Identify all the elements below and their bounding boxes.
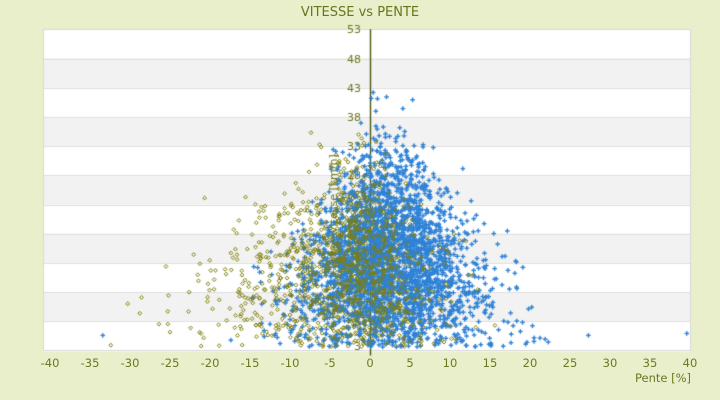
x-tick-label: 5 (406, 356, 414, 370)
x-tick-label: 10 (442, 356, 458, 370)
x-tick-label: -15 (240, 356, 260, 370)
x-tick-label: -30 (120, 356, 140, 370)
x-tick-label: 35 (642, 356, 658, 370)
x-tick-label: -20 (200, 356, 220, 370)
x-tick-label: 0 (366, 356, 374, 370)
x-tick-label: -10 (280, 356, 300, 370)
x-tick-label: 30 (602, 356, 618, 370)
x-tick-label: 20 (522, 356, 538, 370)
x-tick-label: -5 (324, 356, 336, 370)
x-tick-label: 25 (562, 356, 578, 370)
x-tick-label: -35 (80, 356, 100, 370)
x-tick-label: -40 (40, 356, 60, 370)
x-tick-label: 40 (682, 356, 698, 370)
x-tick-label: -25 (160, 356, 180, 370)
x-axis-label: Pente [%] (634, 371, 691, 385)
x-tick-label: 15 (482, 356, 498, 370)
